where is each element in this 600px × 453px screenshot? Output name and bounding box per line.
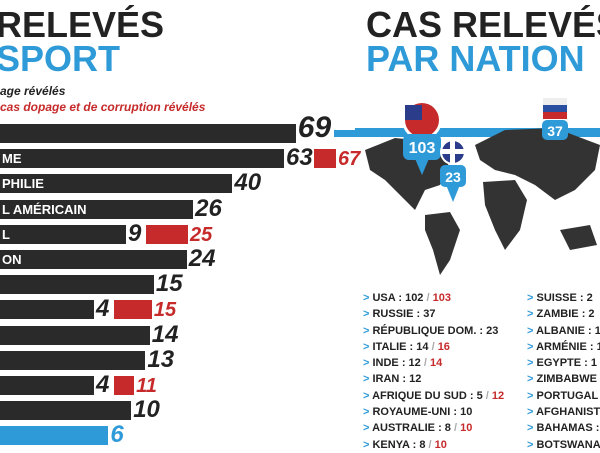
- world-map: 103 23 37: [355, 94, 600, 275]
- map-connector-line: [355, 128, 600, 135]
- bar-value: 10: [133, 396, 160, 424]
- country-item: > RÉPUBLIQUE DOM. : 23: [363, 324, 499, 337]
- bar-6: [0, 275, 154, 295]
- bar-4: L: [0, 224, 126, 244]
- country-item: > AUSTRALIE : 8 / 10: [363, 422, 473, 435]
- bar-value-red: 15: [153, 299, 177, 322]
- bar-11: [0, 401, 132, 421]
- country-list-2: > SUISSE : 2 > ZAMBIE : 2 > ALBANIE : 1 > A…: [527, 290, 600, 453]
- pin-usa-label: 103: [409, 140, 436, 157]
- bar-value: 69: [297, 111, 332, 144]
- country-item: > ITALIE : 14 / 16: [363, 340, 450, 353]
- country-item: > PORTUGAL: [527, 389, 599, 402]
- bar-value: 9: [128, 219, 142, 247]
- bar-12: [0, 426, 109, 446]
- bar-9: [0, 350, 146, 370]
- bar-0: [0, 124, 296, 143]
- left-title-line2: SPORT: [0, 38, 121, 79]
- bar-value: 6: [110, 421, 124, 449]
- country-item: > ZAMBIE : 2: [527, 308, 595, 321]
- bar-10: [0, 376, 94, 395]
- bar-1: ME: [0, 149, 284, 169]
- bar-value: 26: [195, 194, 222, 222]
- country-item: > ALBANIE : 1: [527, 324, 600, 337]
- australia: [560, 225, 597, 250]
- country-item: > USA : 102 / 103: [363, 292, 451, 304]
- bar-value: 63: [285, 144, 313, 172]
- legend-doping: age révélés: [0, 84, 66, 98]
- bar-value: 13: [147, 345, 175, 373]
- bar-8: [0, 325, 150, 345]
- country-item: > BAHAMAS :: [527, 422, 600, 435]
- country-item: > SUISSE : 2: [527, 292, 593, 304]
- bar-red-7: [114, 300, 152, 320]
- bar-2: PHILIE: [0, 174, 233, 194]
- country-item: > ZIMBABWE: [527, 373, 597, 386]
- legend-doping-corruption: cas dopage et de corruption révélés: [0, 100, 206, 114]
- bar-3: L AMÉRICAIN: [0, 199, 194, 219]
- right-title-line2: PAR NATION: [366, 38, 585, 79]
- eurasia: [475, 128, 600, 200]
- pin-russia-label: 37: [547, 123, 563, 139]
- bar-red-4: [146, 224, 188, 244]
- bar-value-red: 11: [136, 375, 157, 397]
- country-item: > IRAN : 12: [363, 373, 422, 386]
- country-item: > RUSSIE : 37: [363, 308, 436, 321]
- bar-value: 24: [188, 245, 216, 272]
- bar-value: 4: [96, 295, 110, 323]
- left-title-line1: RELEVÉS: [0, 4, 165, 45]
- country-item: > AFRIQUE DU SUD : 5 / 12: [363, 389, 505, 402]
- pin-dom-label: 23: [445, 169, 461, 185]
- bar-value: 4: [96, 371, 110, 398]
- bar-5: ON: [0, 250, 187, 269]
- south-america: [425, 212, 460, 275]
- bar-value-red: 67: [337, 148, 361, 171]
- pin-usa: 103: [402, 100, 442, 175]
- country-item: > BOTSWANA: [527, 438, 600, 451]
- country-item: > EGYPTE : 1 /: [527, 357, 600, 370]
- country-item: > ARMÉNIE : 1: [527, 340, 600, 353]
- country-list-1: > USA : 102 / 103 > RUSSIE : 37 > RÉPUBLIQ…: [363, 290, 504, 453]
- country-item: > INDE : 12 / 14: [363, 357, 443, 370]
- right-title-line1: CAS RELEVÉS: [366, 4, 600, 45]
- bar-red-10: [114, 376, 135, 395]
- pin-dominican-republic: 23: [440, 139, 466, 202]
- country-item: > KENYA : 8 / 10: [363, 438, 447, 451]
- pin-russia: 37: [541, 94, 569, 140]
- africa: [483, 180, 527, 250]
- bar-value-red: 25: [190, 223, 213, 246]
- bar-value: 15: [155, 270, 183, 298]
- country-item: > AFGHANIST: [527, 406, 600, 419]
- country-item: > ROYAUME-UNI : 10: [363, 406, 473, 419]
- bar-value: 40: [234, 169, 262, 197]
- bar-red-1: [313, 149, 336, 169]
- bar-7: [0, 300, 94, 320]
- bar-value: 14: [151, 320, 179, 348]
